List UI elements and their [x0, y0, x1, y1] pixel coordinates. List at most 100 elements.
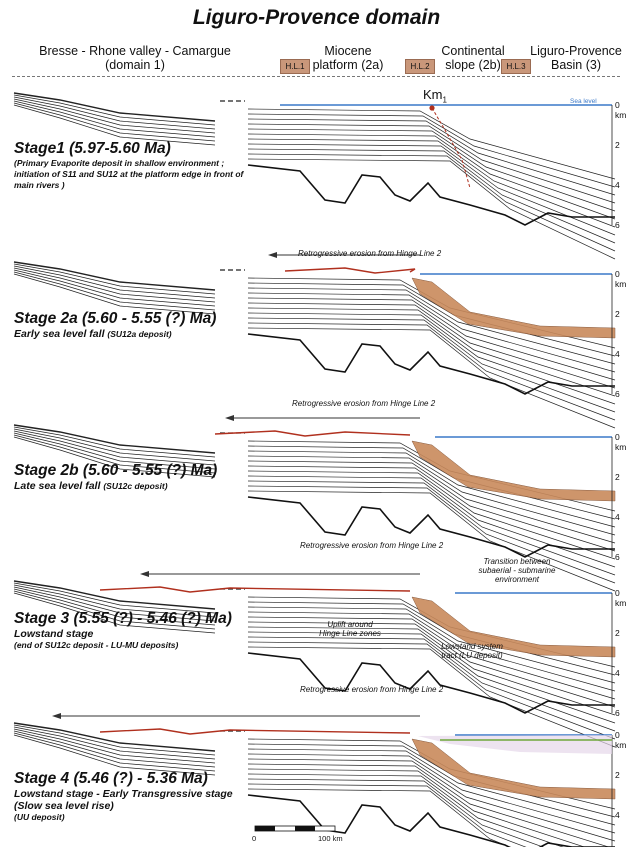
stage-2a-platform-layer [247, 282, 616, 357]
stage-2a-left-layer [13, 265, 216, 299]
stage-1-basement [247, 164, 615, 226]
depth-tick-label: 6 [615, 220, 620, 230]
header-slope-line1: Continental [441, 44, 505, 58]
stage-2b-left-layer [13, 430, 216, 466]
stage-2b-platform-layer [247, 455, 616, 536]
stage-2b-basement [247, 496, 615, 558]
stage-2b-platform-layer [247, 465, 616, 552]
stage-1-left-layer [13, 96, 216, 130]
stage-2b-erosion-arrowhead [225, 415, 234, 421]
header-divider [12, 76, 620, 77]
stage-4-subtitle2: (Slow sea level rise) [14, 800, 114, 812]
stage-1-platform-layer [247, 133, 616, 220]
header-domain-1: Bresse - Rhone valley - Camargue (domain… [20, 44, 250, 72]
depth-tick-label: 0 km [615, 730, 627, 750]
depth-tick-label: 6 [615, 552, 620, 562]
lowstand-annotation: Lowstand system tract (LU deposit) [432, 642, 512, 660]
stage-2b-left-layer [13, 426, 216, 458]
stage-4-left-layer [13, 724, 216, 756]
stage-4-platform-layer [247, 758, 616, 842]
stage-4-left-layer [13, 732, 216, 772]
stage-1-caption: Stage1 (5.97-5.60 Ma) (Primary Evaporite… [14, 140, 244, 191]
stage-3-platform-layer [247, 631, 616, 724]
header-slope-line2: slope (2b) [445, 58, 501, 72]
depth-tick-label: 4 [615, 349, 620, 359]
stage-2b-evaporite-deposit [411, 440, 616, 502]
stage-1-platform-layer [247, 148, 616, 244]
stage-2a-left-layer [13, 271, 216, 311]
header-domain-1-name: Bresse - Rhone valley - Camargue [39, 44, 231, 58]
stage-2b-platform-layer [247, 480, 616, 576]
stage-3-basement [247, 652, 615, 714]
hinge-line-3-badge: H.L.3 [501, 59, 531, 74]
stage-1-platform-layer [247, 118, 616, 196]
stage-2a-platform-layer [247, 287, 616, 365]
header-miocene-platform: Miocene platform (2a) [300, 44, 396, 72]
transition-line1: Transition between [483, 557, 551, 566]
depth-tick-label: 2 [615, 140, 620, 150]
stage-2b-platform-layer [247, 445, 616, 520]
stage-3-platform-layer [247, 646, 616, 748]
uplift-annotation: Uplift around Hinge Line zones [310, 620, 390, 638]
stage-3-note: (end of SU12c deposit - LU-MU deposits) [14, 640, 179, 650]
stage-2b-left-layer [13, 424, 216, 454]
stage-2b-platform-layer [247, 460, 616, 544]
stage-2b-title: Stage 2b (5.60 - 5.55 (?) Ma) [14, 462, 218, 479]
header-miocene-line1: Miocene [324, 44, 372, 58]
scale-bar-left-label: 0 [252, 834, 257, 843]
figure-title: Liguro-Provence domain [192, 6, 441, 29]
stage-2a-platform-layer [247, 297, 616, 381]
hinge-line-1-badge: H.L.1 [280, 59, 310, 74]
km1-subscript: 1 [442, 95, 447, 105]
header-basin-line1: Liguro-Provence [530, 44, 622, 58]
km1-text: Km [423, 87, 443, 102]
stage-2a-platform-layer [247, 317, 616, 413]
uplift-line2: Hinge Line zones [319, 629, 381, 638]
stage-2b-left-layer [13, 428, 216, 462]
stage-1-platform-layer [247, 158, 616, 260]
depth-tick-label: 6 [615, 389, 620, 399]
stage-4-erosion-surface [99, 728, 411, 735]
stage-4-evaporite-deposit [411, 738, 616, 800]
stage-2b-caption: Stage 2b (5.60 - 5.55 (?) Ma) Late sea l… [14, 462, 254, 492]
stage-3-left-layer [13, 584, 216, 618]
stage-4-platform-layer [247, 768, 586, 847]
erosion-label-stage-2b: Retrogressive erosion from Hinge Line 2 [292, 399, 436, 408]
lowstand-line2: tract (LU deposit) [441, 651, 503, 660]
stage-3-platform-layer [247, 636, 616, 732]
stage-4-left-layer [13, 722, 216, 752]
stage-2b-left-layer [13, 434, 216, 474]
stage-3-caption: Stage 3 (5.55 (?) - 5.46 (?) Ma) Lowstan… [14, 610, 274, 651]
header-domain-1-code: (domain 1) [105, 58, 165, 72]
stage-2b-note: (SU12c deposit) [103, 481, 168, 491]
km1-projection [431, 107, 471, 189]
stage-3-platform-layer [247, 611, 616, 692]
stage-2a-platform-layer [247, 327, 616, 429]
stage-2a-subtitle: Early sea level fall (SU12a deposit) [14, 328, 254, 340]
stage-1-title: Stage1 (5.97-5.60 Ma) [14, 140, 171, 157]
transition-line2: subaerial - submarine [478, 566, 556, 575]
stage-4-platform-layer [247, 753, 616, 834]
depth-tick-label: 0 km [615, 588, 627, 608]
stage-1-platform-layer [247, 143, 616, 236]
stage-2a-platform-layer [247, 302, 616, 389]
depth-tick-label: 0 km [615, 269, 627, 289]
stage-4-erosion-arrowhead [52, 713, 61, 719]
stage-4-left-layer [13, 726, 216, 760]
transition-line3: environment [494, 575, 540, 584]
stage-1-left-layer [13, 104, 216, 146]
depth-tick-label: 2 [615, 472, 620, 482]
erosion-label-stage-4: Retrogressive erosion from Hinge Line 2 [300, 685, 444, 694]
transition-annotation: Transition between subaerial - submarine… [462, 557, 572, 584]
depth-tick-label: 0 km [615, 100, 627, 120]
stage-3-erosion-arrowhead [140, 571, 149, 577]
stage-2b-subtitle: Late sea level fall (SU12c deposit) [14, 480, 254, 492]
stage-1-left-layer [13, 94, 216, 126]
stage-3-evaporite-deposit [411, 596, 616, 658]
stage-1-left-layer [13, 100, 216, 138]
stage-4-left-layer [13, 734, 216, 776]
stage-2b-subtitle-text: Late sea level fall [14, 480, 101, 492]
stage-4-platform-layer [247, 773, 564, 847]
